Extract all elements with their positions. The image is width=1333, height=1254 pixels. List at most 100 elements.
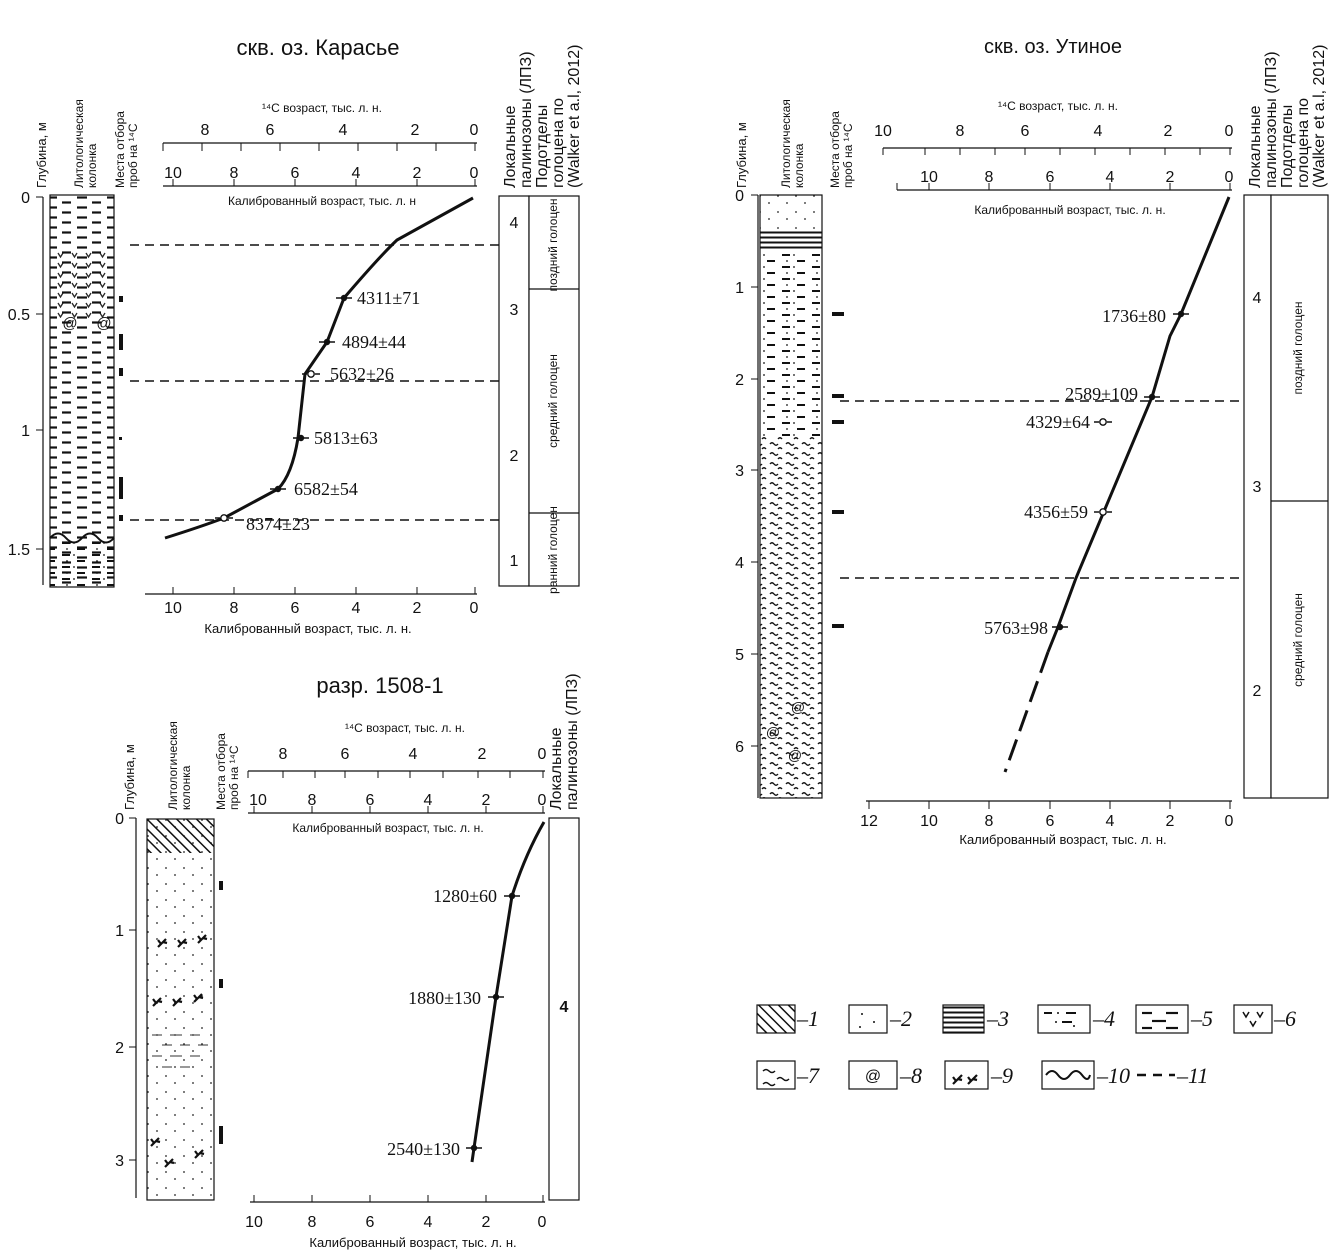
panel-title: разр. 1508-1 (316, 673, 443, 698)
cal-tick: 8 (308, 792, 317, 809)
samples-column-label: Места отбора (113, 111, 127, 188)
cal-axis-top: 10 8 6 4 2 0 Калиброванный возраст, тыс.… (896, 169, 1234, 217)
bottom-tick: 2 (413, 600, 422, 617)
date-label: 2589±109 (1065, 384, 1138, 404)
date-marker (293, 434, 309, 442)
depth-tick: 2 (115, 1040, 124, 1057)
c14-tick: 0 (1225, 123, 1234, 140)
date-label: 4356±59 (1024, 502, 1088, 522)
clay-lenses (152, 1034, 208, 1068)
lithology-column-label: Литологическая (166, 721, 180, 810)
bottom-tick: 10 (245, 1214, 263, 1231)
c14-tick: 4 (1094, 123, 1103, 140)
holocene-column-label-3: (Walker et a.l, 2012) (1311, 45, 1328, 188)
date-label: 1880±130 (408, 988, 481, 1008)
date-label: 5813±63 (314, 428, 378, 448)
plant-remains-symbols (150, 934, 208, 1168)
depth-tick: 2 (735, 372, 744, 389)
bottom-axis-label: Калиброванный возраст, тыс. л. н. (309, 1235, 516, 1250)
lithology-column-label: Литологическая (72, 99, 86, 188)
depth-tick: 0.5 (8, 307, 30, 324)
c14-tick: 2 (1164, 123, 1173, 140)
bottom-tick: 8 (308, 1214, 317, 1231)
sample-markers (832, 312, 844, 628)
samples-column-label: Места отбора (214, 733, 228, 810)
shell-symbol: @ (766, 724, 780, 740)
c14-tick: 0 (470, 122, 479, 139)
legend-item-10: –10 (1041, 1060, 1130, 1090)
zones-column-label: Локальные (502, 105, 519, 188)
depth-tick: 3 (735, 463, 744, 480)
zone-label: 4 (560, 999, 569, 1016)
depth-axis: 0 1 2 3 4 5 6 (735, 188, 759, 798)
date-label: 2540±130 (387, 1139, 460, 1159)
c14-axis-label: ¹⁴C возраст, тыс. л. н. (345, 721, 465, 735)
zones-column-label-2: палинозоны (ЛПЗ) (518, 51, 535, 188)
date-label: 1280±60 (433, 886, 497, 906)
lithology-column-label-2: колонка (85, 143, 99, 188)
bottom-axis: 10 8 6 4 2 0 Калиброванный возраст, тыс.… (145, 587, 479, 636)
date-marker (1052, 623, 1068, 631)
c14-tick: 6 (1021, 123, 1030, 140)
depth-tick: 0 (735, 188, 744, 205)
age-depth-line (470, 821, 546, 1163)
date-marker (215, 514, 233, 522)
date-label: 8374±23 (246, 514, 310, 534)
c14-tick: 8 (956, 123, 965, 140)
bottom-tick: 6 (291, 600, 300, 617)
palynozone-column: 4 3 2 поздний голоцен средний голоцен (1243, 194, 1329, 799)
date-marker (504, 892, 520, 900)
zone-label: 1 (510, 553, 519, 570)
bottom-tick: 0 (538, 1214, 547, 1231)
age-depth-curve: 1280±60 1880±130 2540±130 (387, 821, 546, 1163)
svg-text:@: @ (865, 1068, 881, 1085)
depth-axis: 0 0.5 1 1.5 (8, 190, 44, 585)
date-marker (319, 338, 335, 346)
holocene-label: поздний голоцен (546, 198, 560, 291)
lithology-column-label-2: колонка (792, 143, 806, 188)
legend: –1 –2 –3 –4 –5 –6 (756, 1004, 1296, 1090)
c14-axis: 8 6 4 2 0 (162, 122, 479, 151)
lithology-column-label-2: колонка (179, 765, 193, 810)
svg-text:–8: –8 (899, 1063, 922, 1088)
c14-tick: 6 (341, 746, 350, 763)
depth-column-label: Глубина, м (734, 122, 749, 188)
zone-label: 4 (510, 215, 519, 232)
depth-tick: 1.5 (8, 542, 30, 559)
lithology-column-label: Литологическая (779, 99, 793, 188)
cal-tick: 8 (230, 165, 239, 182)
panel-title: скв. оз. Карасье (236, 35, 399, 60)
bottom-axis: 10 8 6 4 2 0 Калиброванный возраст, тыс.… (245, 1195, 547, 1250)
holocene-column-label-2: голоцена по (1295, 98, 1312, 188)
c14-tick: 0 (538, 746, 547, 763)
cal-tick: 2 (482, 792, 491, 809)
cal-tick: 4 (352, 165, 361, 182)
legend-item-11: –11 (1137, 1063, 1208, 1088)
zones-column-label: Локальные (1247, 105, 1264, 188)
bottom-tick: 10 (920, 813, 938, 830)
depth-column-label: Глубина, м (122, 744, 137, 810)
bottom-tick: 10 (164, 600, 182, 617)
holocene-column-label-3: (Walker et a.l, 2012) (566, 45, 583, 188)
sample-markers (219, 881, 223, 1144)
bottom-tick: 8 (985, 813, 994, 830)
shell-symbol: @ (96, 315, 111, 332)
c14-tick: 4 (409, 746, 418, 763)
svg-text:–2: –2 (889, 1006, 912, 1031)
holocene-column-label: Подотделы (534, 105, 551, 188)
zone-label: 4 (1253, 290, 1262, 307)
bottom-tick: 6 (366, 1214, 375, 1231)
cal-axis-label: Калиброванный возраст, тыс. л. н. (292, 821, 483, 835)
c14-tick: 2 (478, 746, 487, 763)
depth-tick: 0 (21, 190, 30, 207)
bottom-axis-label: Калиброванный возраст, тыс. л. н. (204, 621, 411, 636)
zone-label: 3 (1253, 479, 1262, 496)
bottom-tick: 2 (482, 1214, 491, 1231)
legend-item-9: –9 (944, 1060, 1013, 1090)
depth-axis: 0 1 2 3 (115, 811, 137, 1198)
lithology-column (146, 818, 215, 1201)
date-label: 1736±80 (1102, 306, 1166, 326)
palynozone-column: 4 (548, 817, 580, 1201)
cal-axis-top: 10 8 6 4 2 0 Калиброванный возраст, тыс.… (248, 792, 547, 835)
date-marker (466, 1144, 482, 1152)
